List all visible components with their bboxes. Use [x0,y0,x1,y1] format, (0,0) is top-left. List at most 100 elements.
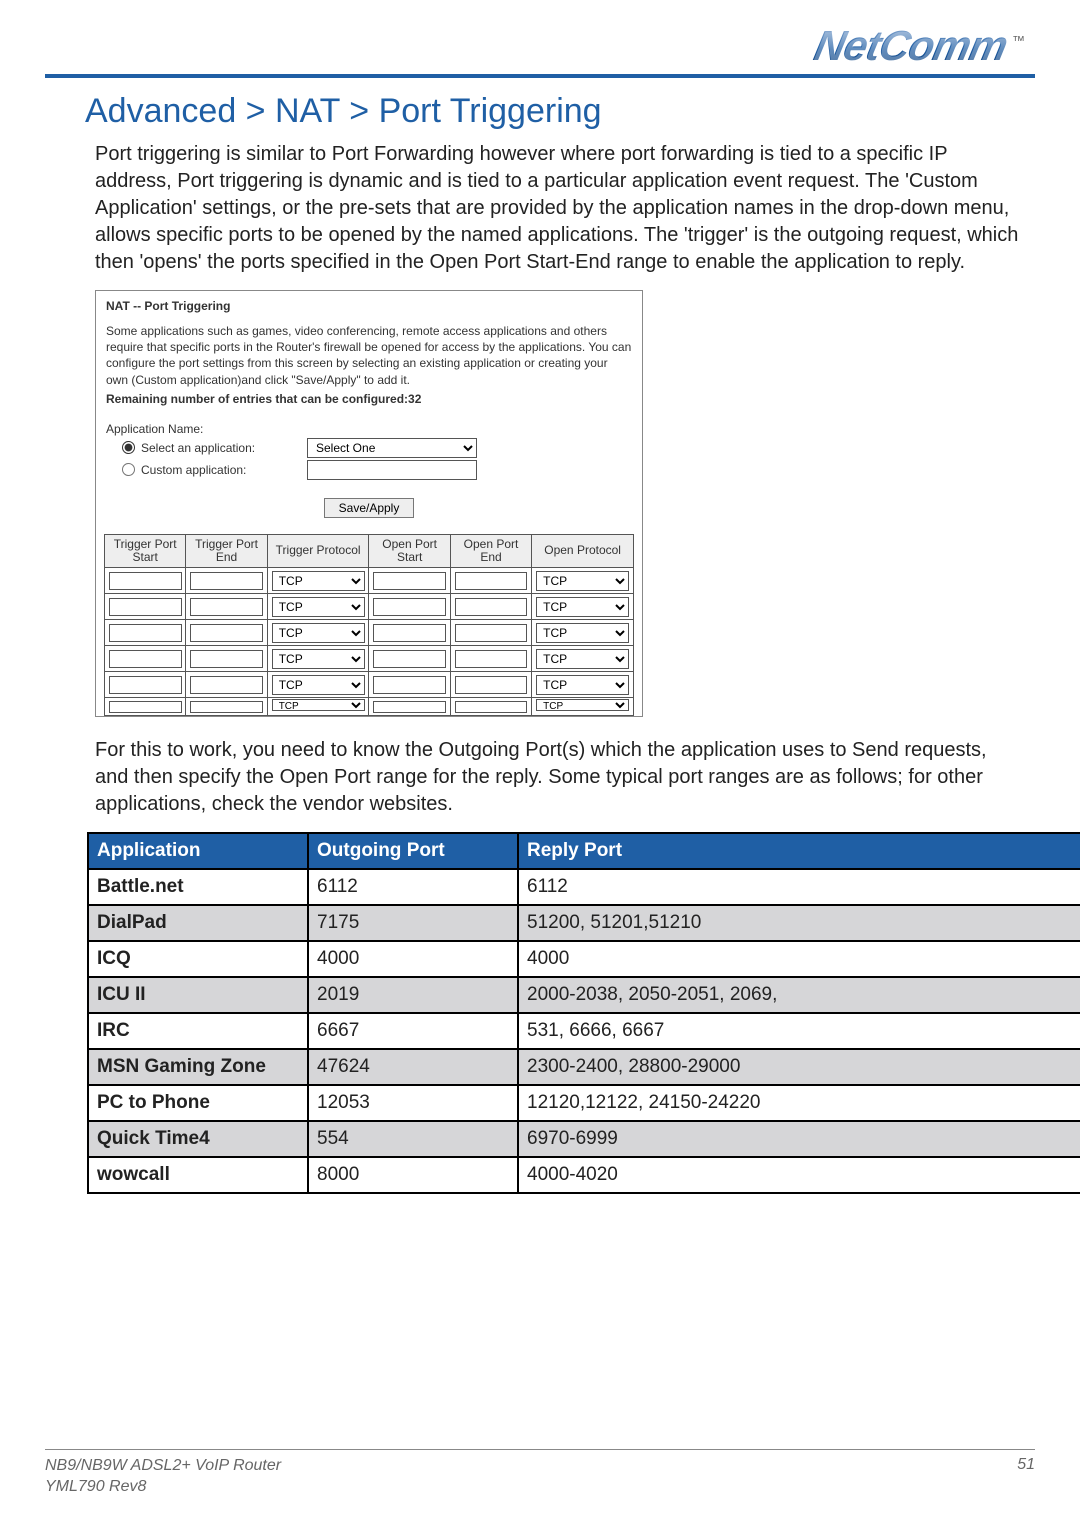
grid-cell [369,698,450,716]
reply-port-cell: 531, 6666, 6667 [518,1013,1080,1049]
grid-row: TCP TCP [105,568,634,594]
port-input[interactable] [373,650,446,668]
header-logo-row: NetComm ™ [45,20,1035,70]
grid-cell: TCP [267,672,369,698]
port-input[interactable] [373,598,446,616]
open-protocol-select[interactable]: TCP [536,597,629,617]
table-row: ICQ40004000 [88,941,1080,977]
grid-header: Trigger Port End [186,534,267,567]
grid-header: Open Port Start [369,534,450,567]
grid-cell [105,698,186,716]
trigger-protocol-select[interactable]: TCP [272,597,365,617]
grid-cell [186,646,267,672]
port-input[interactable] [190,624,263,642]
footer-line2: YML790 Rev8 [45,1477,281,1498]
reply-port-cell: 6970-6999 [518,1121,1080,1157]
port-examples-table: Application Outgoing Port Reply Port Bat… [87,832,1080,1194]
grid-cell: TCP [267,594,369,620]
port-input[interactable] [373,572,446,590]
grid-cell [105,646,186,672]
brand-logo: NetComm [810,22,1012,70]
port-input[interactable] [190,676,263,694]
port-input[interactable] [190,701,263,713]
port-input[interactable] [109,676,182,694]
select-application-radio[interactable] [122,441,135,454]
port-input[interactable] [455,650,528,668]
table-row: DialPad717551200, 51201,51210 [88,905,1080,941]
grid-cell [105,672,186,698]
grid-row: TCP TCP [105,646,634,672]
application-select[interactable]: Select One [307,438,477,458]
protocol-select[interactable]: TCP [536,699,629,711]
custom-application-label: Custom application: [141,463,301,477]
port-input[interactable] [109,598,182,616]
port-input[interactable] [455,598,528,616]
reply-port-cell: 6112 [518,869,1080,905]
trigger-protocol-select[interactable]: TCP [272,623,365,643]
table-row: Battle.net61126112 [88,869,1080,905]
port-input[interactable] [109,701,182,713]
app-cell: PC to Phone [88,1085,308,1121]
port-input[interactable] [190,572,263,590]
open-protocol-select[interactable]: TCP [536,675,629,695]
open-protocol-select[interactable]: TCP [536,571,629,591]
outgoing-port-cell: 554 [308,1121,518,1157]
outgoing-port-cell: 12053 [308,1085,518,1121]
reply-port-cell: 12120,12122, 24150-24220 [518,1085,1080,1121]
port-input[interactable] [109,624,182,642]
grid-cell [186,672,267,698]
port-input[interactable] [109,650,182,668]
protocol-select[interactable]: TCP [272,699,365,711]
open-protocol-select[interactable]: TCP [536,649,629,669]
panel-remaining: Remaining number of entries that can be … [106,392,632,406]
port-input[interactable] [455,624,528,642]
save-apply-button[interactable]: Save/Apply [324,498,415,518]
grid-cell: TCP [532,620,634,646]
page-number: 51 [1017,1456,1035,1498]
grid-cell [369,594,450,620]
outgoing-port-cell: 6667 [308,1013,518,1049]
port-input[interactable] [109,572,182,590]
grid-cell [450,672,531,698]
table-row: ICU II20192000-2038, 2050-2051, 2069, [88,977,1080,1013]
grid-cell [186,620,267,646]
table-row: Quick Time45546970-6999 [88,1121,1080,1157]
grid-cell [450,698,531,716]
outgoing-port-cell: 7175 [308,905,518,941]
port-input[interactable] [190,650,263,668]
grid-row-partial: TCP TCP [105,698,634,716]
outgoing-port-cell: 2019 [308,977,518,1013]
custom-application-row: Custom application: [122,460,632,480]
custom-application-input[interactable] [307,460,477,480]
port-input[interactable] [190,598,263,616]
app-cell: Quick Time4 [88,1121,308,1157]
footer-line1: NB9/NB9W ADSL2+ VoIP Router [45,1456,281,1477]
port-input[interactable] [455,701,528,713]
grid-cell [450,646,531,672]
reply-port-cell: 51200, 51201,51210 [518,905,1080,941]
outgoing-port-cell: 4000 [308,941,518,977]
trigger-protocol-select[interactable]: TCP [272,571,365,591]
panel-title: NAT -- Port Triggering [106,299,634,313]
grid-cell: TCP [267,698,369,716]
table-row: PC to Phone1205312120,12122, 24150-24220 [88,1085,1080,1121]
port-input[interactable] [373,701,446,713]
custom-application-radio[interactable] [122,463,135,476]
app-cell: ICQ [88,941,308,977]
port-input[interactable] [455,572,528,590]
trigger-protocol-select[interactable]: TCP [272,649,365,669]
port-input[interactable] [373,676,446,694]
grid-cell [450,568,531,594]
mid-paragraph: For this to work, you need to know the O… [95,737,1025,818]
trademark-icon: ™ [1012,33,1025,48]
port-input[interactable] [455,676,528,694]
grid-cell: TCP [532,698,634,716]
outgoing-port-cell: 47624 [308,1049,518,1085]
grid-cell [105,620,186,646]
reply-port-cell: 4000 [518,941,1080,977]
port-input[interactable] [373,624,446,642]
outgoing-port-cell: 6112 [308,869,518,905]
app-cell: Battle.net [88,869,308,905]
trigger-protocol-select[interactable]: TCP [272,675,365,695]
open-protocol-select[interactable]: TCP [536,623,629,643]
